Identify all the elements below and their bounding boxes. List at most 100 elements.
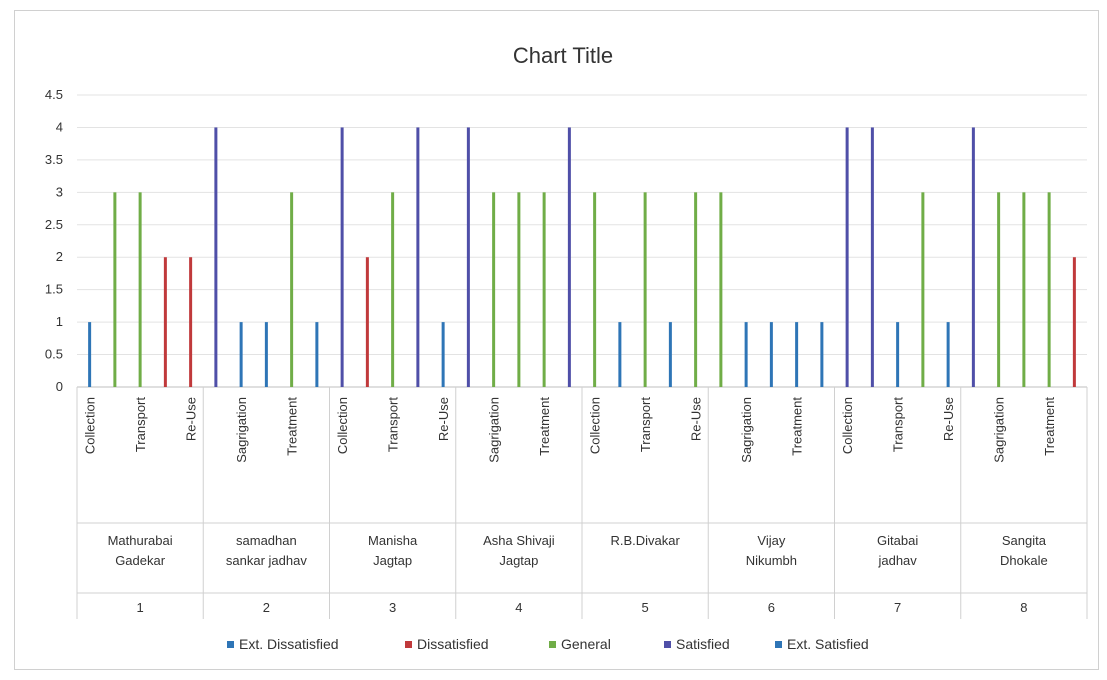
category-label: Treatment: [790, 397, 805, 456]
bar: [618, 322, 622, 387]
group-number-label: 5: [642, 600, 649, 615]
bar: [567, 127, 571, 387]
x-axis-categories: Collection Transport Re-Use Mathurabai Gadek…: [76, 387, 1088, 619]
bar: [1072, 257, 1076, 387]
group-name-label: Dhokale: [1000, 553, 1048, 568]
y-tick-label: 2.5: [45, 217, 63, 232]
bar: [163, 257, 167, 387]
group-number-label: 3: [389, 600, 396, 615]
y-tick-label: 4: [56, 119, 63, 134]
category-label: Re-Use: [689, 397, 704, 441]
bar: [896, 322, 900, 387]
bar: [820, 322, 824, 387]
bars: [88, 127, 1076, 387]
bar: [795, 322, 799, 387]
legend-swatch: [549, 641, 556, 648]
bar: [239, 322, 243, 387]
bar: [1022, 192, 1026, 387]
legend-swatch: [405, 641, 412, 648]
group-number-label: 2: [263, 600, 270, 615]
bar: [264, 322, 268, 387]
y-tick-label: 3: [56, 184, 63, 199]
bar: [971, 127, 975, 387]
group-name-label: R.B.Divakar: [610, 533, 680, 548]
bar: [517, 192, 521, 387]
category-label: Transport: [891, 397, 906, 453]
group-name-label: Vijay: [757, 533, 785, 548]
bar: [997, 192, 1001, 387]
bar: [189, 257, 193, 387]
category-label: Treatment: [1042, 397, 1057, 456]
y-tick-label: 1: [56, 314, 63, 329]
bar: [946, 322, 950, 387]
gridlines: [77, 94, 1087, 388]
group-name-label: Gitabai: [877, 533, 918, 548]
bar: [340, 127, 344, 387]
y-tick-label: 2: [56, 249, 63, 264]
bar: [214, 127, 218, 387]
y-tick-label: 1.5: [45, 282, 63, 297]
category-label: Sagrigation: [992, 397, 1007, 463]
legend-item-label: Satisfied: [676, 636, 730, 652]
bar: [769, 322, 773, 387]
category-label: Sagrigation: [234, 397, 249, 463]
group-name-label: Jagtap: [373, 553, 412, 568]
group-number-label: 4: [515, 600, 522, 615]
group-number-label: 8: [1020, 600, 1027, 615]
y-tick-label: 0: [56, 379, 63, 394]
y-axis-ticks: 0 0.5 1 1.5 2 2.5 3 3.5 4 4.5: [45, 87, 63, 394]
bar: [694, 192, 698, 387]
group-name-label: samadhan: [236, 533, 297, 548]
category-label: Transport: [386, 397, 401, 453]
category-label: Treatment: [537, 397, 552, 456]
bar: [643, 192, 647, 387]
category-label: Sagrigation: [487, 397, 502, 463]
category-label: Transport: [133, 397, 148, 453]
y-tick-label: 3.5: [45, 152, 63, 167]
chart-frame: Chart Title 0 0.5 1 1.5 2 2.5 3 3.5 4 4.5 Collect…: [14, 10, 1099, 670]
legend-item-label: Ext. Satisfied: [787, 636, 869, 652]
bar: [365, 257, 369, 387]
legend-item-label: Dissatisfied: [417, 636, 489, 652]
bar: [315, 322, 319, 387]
legend-item-label: Ext. Dissatisfied: [239, 636, 339, 652]
category-label: Treatment: [285, 397, 300, 456]
y-tick-label: 4.5: [45, 87, 63, 102]
bar-chart: Chart Title 0 0.5 1 1.5 2 2.5 3 3.5 4 4.5 Collect…: [45, 43, 1088, 652]
bar: [416, 127, 420, 387]
category-label: Transport: [638, 397, 653, 453]
bar: [391, 192, 395, 387]
y-tick-label: 0.5: [45, 347, 63, 362]
bar: [593, 192, 597, 387]
category-label: Collection: [588, 397, 603, 454]
category-label: Collection: [83, 397, 98, 454]
legend: Ext. Dissatisfied Dissatisfied General Sati…: [227, 636, 869, 652]
bar: [719, 192, 723, 387]
bar: [441, 322, 445, 387]
category-label: Collection: [335, 397, 350, 454]
legend-swatch: [775, 641, 782, 648]
bar: [744, 322, 748, 387]
group-name-label: Gadekar: [115, 553, 166, 568]
legend-item-label: General: [561, 636, 611, 652]
legend-swatch: [227, 641, 234, 648]
group-name-label: Manisha: [368, 533, 418, 548]
category-label: Re-Use: [184, 397, 199, 441]
bar: [88, 322, 92, 387]
bar: [542, 192, 546, 387]
bar: [290, 192, 294, 387]
bar: [1047, 192, 1051, 387]
category-label: Sagrigation: [739, 397, 754, 463]
bar: [668, 322, 672, 387]
category-label: Collection: [840, 397, 855, 454]
category-label: Re-Use: [941, 397, 956, 441]
group-name-label: Mathurabai: [108, 533, 173, 548]
category-label: Re-Use: [436, 397, 451, 441]
bar: [113, 192, 117, 387]
group-number-label: 7: [894, 600, 901, 615]
bar: [492, 192, 496, 387]
bar: [845, 127, 849, 387]
bar: [921, 192, 925, 387]
group-name-label: Nikumbh: [746, 553, 797, 568]
group-name-label: Asha Shivaji: [483, 533, 555, 548]
